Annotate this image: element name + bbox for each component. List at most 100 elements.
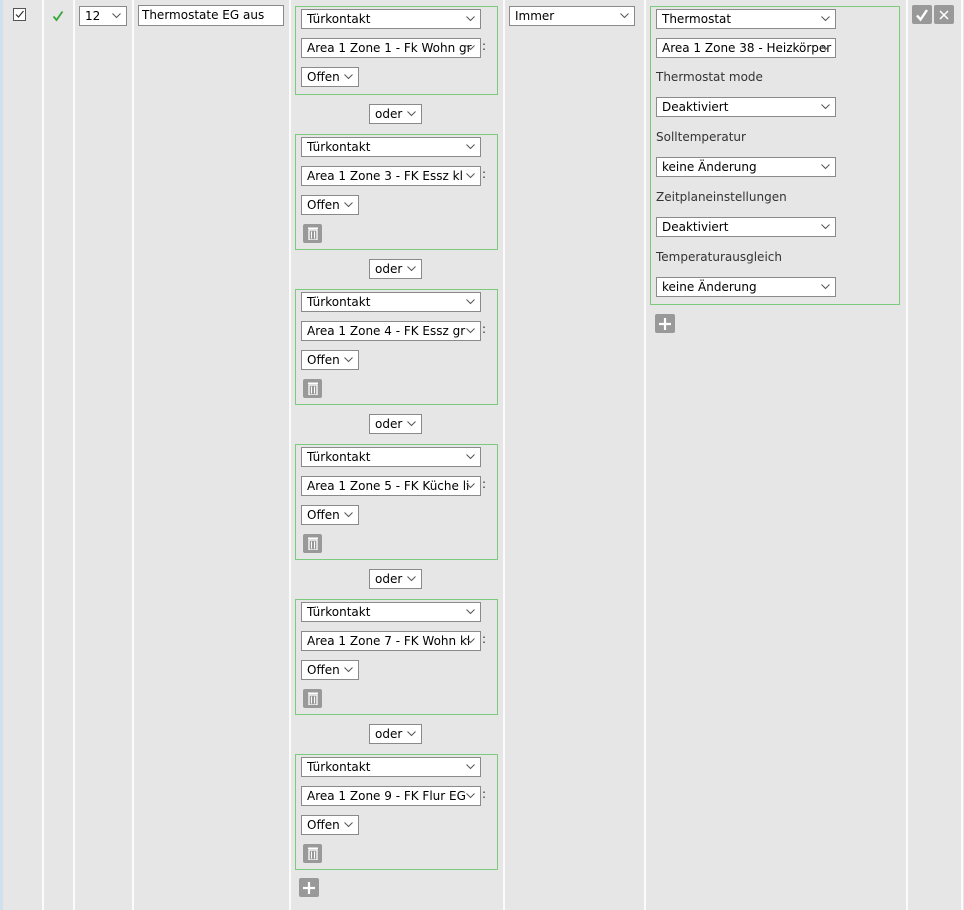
action-field-select-value: Deaktiviert (662, 220, 729, 234)
condition-device-select[interactable]: Area 1 Zone 3 - FK Essz kl (301, 166, 481, 186)
condition-type-select[interactable]: Türkontakt (301, 447, 481, 467)
action-field-select[interactable]: Deaktiviert (656, 97, 836, 117)
condition-block (295, 134, 498, 250)
chevron-down-icon (112, 13, 121, 19)
condition-type-select-value: Türkontakt (307, 450, 371, 464)
add-condition-button[interactable] (299, 878, 319, 897)
close-icon (939, 9, 949, 20)
trash-icon (307, 227, 318, 240)
condition-state-select[interactable]: Offen (301, 350, 359, 370)
chevron-down-icon (466, 454, 475, 460)
condition-device-select[interactable]: Area 1 Zone 4 - FK Essz gr (301, 321, 481, 341)
chevron-down-icon (344, 202, 353, 208)
action-field-select-value: keine Änderung (662, 160, 757, 174)
left-edge (0, 0, 3, 910)
chevron-down-icon (821, 164, 830, 170)
condition-state-select[interactable]: Offen (301, 195, 359, 215)
delete-condition-button[interactable] (303, 689, 322, 708)
column-divider (73, 0, 75, 910)
condition-device-select[interactable]: Area 1 Zone 7 - FK Wohn kl (301, 631, 481, 651)
delete-condition-button[interactable] (303, 844, 322, 863)
connector-select[interactable]: oder (369, 724, 422, 744)
colon-separator: : (482, 787, 487, 801)
connector-select-value: oder (375, 727, 403, 741)
chevron-down-icon (344, 667, 353, 673)
condition-device-select[interactable]: Area 1 Zone 9 - FK Flur EG (301, 786, 481, 806)
chevron-down-icon (344, 74, 353, 80)
chevron-down-icon (344, 357, 353, 363)
action-field-select[interactable]: Deaktiviert (656, 217, 836, 237)
action-field-label: Thermostat mode (656, 70, 763, 84)
save-button[interactable] (912, 5, 932, 24)
condition-device-select[interactable]: Area 1 Zone 5 - FK Küche li (301, 476, 481, 496)
condition-state-select[interactable]: Offen (301, 660, 359, 680)
trash-icon (307, 537, 318, 550)
condition-type-select-value: Türkontakt (307, 295, 371, 309)
delete-condition-button[interactable] (303, 534, 322, 553)
chevron-down-icon (407, 731, 416, 737)
condition-state-select-value: Offen (307, 818, 340, 832)
condition-state-select[interactable]: Offen (301, 505, 359, 525)
condition-state-select-value: Offen (307, 70, 340, 84)
condition-type-select[interactable]: Türkontakt (301, 757, 481, 777)
condition-state-select[interactable]: Offen (301, 815, 359, 835)
column-divider (503, 0, 505, 910)
condition-type-select[interactable]: Türkontakt (301, 9, 481, 29)
condition-type-select[interactable]: Türkontakt (301, 137, 481, 157)
chevron-down-icon (466, 173, 475, 179)
condition-state-select-value: Offen (307, 508, 340, 522)
condition-type-select[interactable]: Türkontakt (301, 292, 481, 312)
condition-type-select-value: Türkontakt (307, 760, 371, 774)
condition-state-select[interactable]: Offen (301, 67, 359, 87)
connector-select[interactable]: oder (369, 104, 422, 124)
chevron-down-icon (407, 266, 416, 272)
colon-separator: : (482, 632, 487, 646)
connector-select[interactable]: oder (369, 414, 422, 434)
schedule-select[interactable]: Immer (509, 6, 635, 26)
chevron-down-icon (466, 299, 475, 305)
action-device-select-value: Area 1 Zone 38 - Heizkörper (662, 41, 832, 55)
condition-state-select-value: Offen (307, 663, 340, 677)
action-type-select-value: Thermostat (662, 12, 732, 26)
condition-state-select-value: Offen (307, 198, 340, 212)
trash-icon (307, 692, 318, 705)
chevron-down-icon (620, 13, 629, 19)
column-divider (961, 0, 963, 910)
condition-type-select[interactable]: Türkontakt (301, 602, 481, 622)
condition-device-select-value: Area 1 Zone 7 - FK Wohn kl (307, 634, 471, 648)
chevron-down-icon (344, 822, 353, 828)
action-field-select[interactable]: keine Änderung (656, 277, 836, 297)
chevron-down-icon (466, 328, 475, 334)
chevron-down-icon (466, 764, 475, 770)
connector-select-value: oder (375, 572, 403, 586)
add-action-button[interactable] (655, 314, 675, 333)
cancel-button[interactable] (934, 5, 954, 24)
chevron-down-icon (407, 576, 416, 582)
delete-condition-button[interactable] (303, 224, 322, 243)
action-type-select[interactable]: Thermostat (656, 9, 836, 29)
action-device-select[interactable]: Area 1 Zone 38 - Heizkörper (656, 38, 836, 58)
checkbox-check-icon (15, 10, 24, 18)
plus-icon (659, 317, 671, 330)
connector-select[interactable]: oder (369, 259, 422, 279)
chevron-down-icon (821, 224, 830, 230)
row-select-checkbox[interactable] (13, 8, 26, 21)
action-field-label: Zeitplaneinstellungen (656, 190, 787, 204)
action-field-select[interactable]: keine Änderung (656, 157, 836, 177)
condition-device-select[interactable]: Area 1 Zone 1 - Fk Wohn gr (301, 38, 481, 58)
delete-condition-button[interactable] (303, 379, 322, 398)
rule-name-input[interactable]: Thermostate EG aus (138, 5, 284, 26)
schedule-value: Immer (515, 9, 555, 23)
chevron-down-icon (344, 512, 353, 518)
chevron-down-icon (466, 793, 475, 799)
chevron-down-icon (466, 638, 475, 644)
condition-type-select-value: Türkontakt (307, 12, 371, 26)
chevron-down-icon (407, 421, 416, 427)
connector-select[interactable]: oder (369, 569, 422, 589)
condition-state-select-value: Offen (307, 353, 340, 367)
condition-type-select-value: Türkontakt (307, 140, 371, 154)
chevron-down-icon (466, 483, 475, 489)
priority-select[interactable]: 12 (79, 6, 127, 26)
condition-device-select-value: Area 1 Zone 1 - Fk Wohn gr (307, 41, 472, 55)
colon-separator: : (482, 167, 487, 181)
